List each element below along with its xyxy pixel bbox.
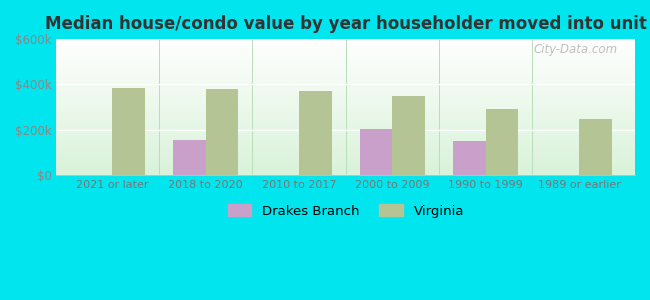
Legend: Drakes Branch, Virginia: Drakes Branch, Virginia (222, 199, 469, 223)
Bar (206, 89, 239, 175)
Bar (359, 129, 393, 175)
Bar (112, 88, 145, 175)
Bar (486, 109, 518, 175)
Text: City-Data.com: City-Data.com (534, 43, 618, 56)
Bar (299, 91, 332, 175)
Title: Median house/condo value by year householder moved into unit: Median house/condo value by year househo… (45, 15, 647, 33)
Bar (173, 140, 206, 175)
Bar (453, 141, 486, 175)
Bar (393, 96, 425, 175)
Bar (579, 119, 612, 175)
